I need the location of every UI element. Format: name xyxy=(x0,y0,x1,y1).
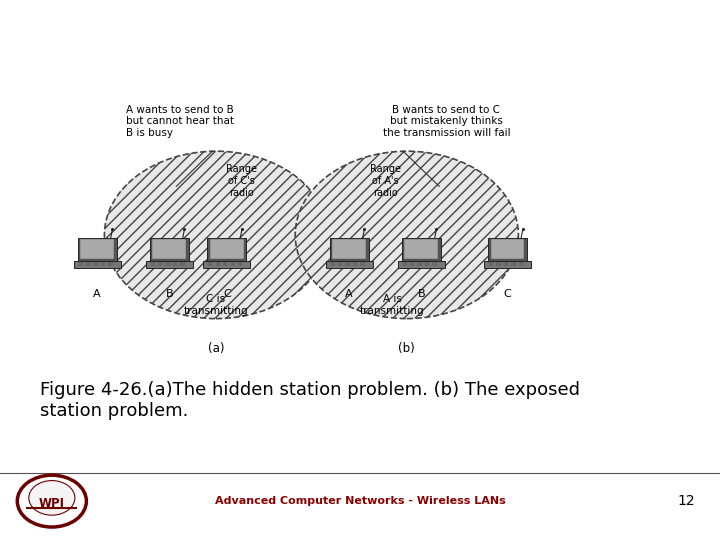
Circle shape xyxy=(295,151,518,319)
Text: Range
of C's
radio: Range of C's radio xyxy=(225,164,257,198)
FancyBboxPatch shape xyxy=(402,238,441,261)
Text: A wants to send to B
but cannot hear that
B is busy: A wants to send to B but cannot hear tha… xyxy=(126,105,234,138)
FancyBboxPatch shape xyxy=(405,239,438,259)
FancyBboxPatch shape xyxy=(333,239,366,259)
Text: A: A xyxy=(346,289,353,299)
Text: B: B xyxy=(418,289,425,299)
FancyBboxPatch shape xyxy=(78,238,117,261)
Text: Advanced Computer Networks - Wireless LANs: Advanced Computer Networks - Wireless LA… xyxy=(215,496,505,506)
FancyBboxPatch shape xyxy=(153,239,186,259)
FancyBboxPatch shape xyxy=(491,239,524,259)
Text: B wants to send to C
but mistakenly thinks
the transmission will fail: B wants to send to C but mistakenly thin… xyxy=(382,105,510,138)
FancyBboxPatch shape xyxy=(150,238,189,261)
FancyBboxPatch shape xyxy=(210,239,243,259)
Text: C is
transmitting: C is transmitting xyxy=(184,294,248,316)
Text: C: C xyxy=(504,289,511,299)
Text: B: B xyxy=(166,289,173,299)
FancyBboxPatch shape xyxy=(207,238,246,261)
FancyBboxPatch shape xyxy=(326,261,372,268)
FancyBboxPatch shape xyxy=(488,238,527,261)
Circle shape xyxy=(29,481,75,515)
Text: (b): (b) xyxy=(398,342,415,355)
Text: 12: 12 xyxy=(678,494,695,508)
Text: Figure 4-26.(a)The hidden station problem. (b) The exposed
station problem.: Figure 4-26.(a)The hidden station proble… xyxy=(40,381,580,420)
Circle shape xyxy=(104,151,328,319)
FancyBboxPatch shape xyxy=(74,261,120,268)
FancyBboxPatch shape xyxy=(330,238,369,261)
FancyBboxPatch shape xyxy=(485,261,531,268)
Text: (a): (a) xyxy=(208,342,224,355)
Text: C: C xyxy=(223,289,230,299)
Text: A is
transmitting: A is transmitting xyxy=(360,294,425,316)
FancyBboxPatch shape xyxy=(146,261,192,268)
Text: Range
of A's
radio: Range of A's radio xyxy=(369,164,401,198)
Text: A: A xyxy=(94,289,101,299)
FancyBboxPatch shape xyxy=(398,261,444,268)
Text: WPI: WPI xyxy=(39,497,65,510)
Circle shape xyxy=(17,475,86,527)
FancyBboxPatch shape xyxy=(81,239,114,259)
FancyBboxPatch shape xyxy=(204,261,250,268)
